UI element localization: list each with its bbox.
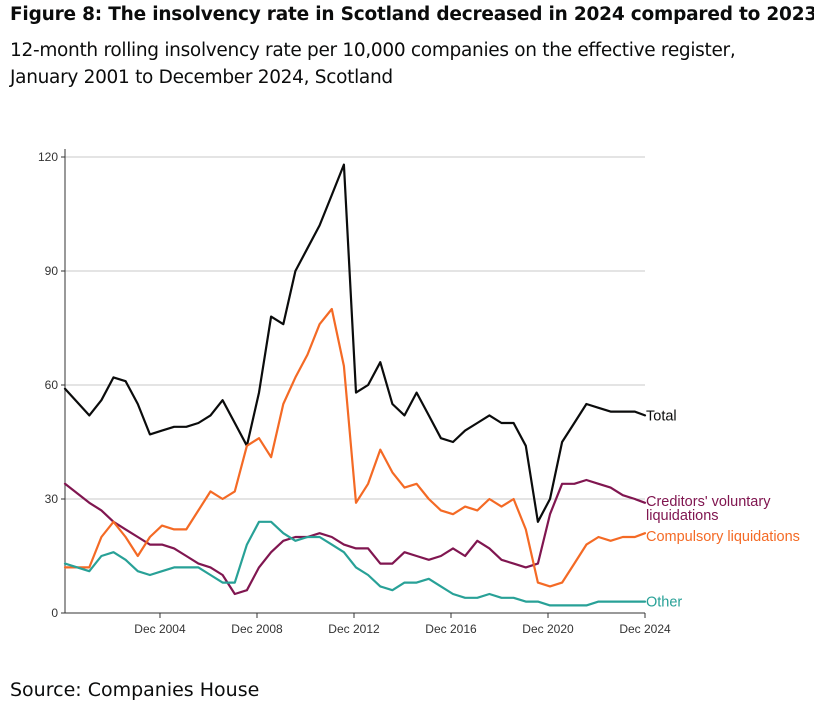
end-label-1: Creditors' voluntary liquidations [646,494,771,524]
y-tick-label: 120 [38,150,58,164]
y-tick-label: 0 [51,606,58,620]
series-line-other [63,520,647,607]
x-tick-label: Dec 2012 [328,622,380,636]
end-label-2: Compulsory liquidations [646,529,800,545]
x-axis: Dec 2004 Dec 2008 Dec 2012 Dec 2016 Dec 2020… [65,612,671,636]
y-tick-label: 60 [45,378,59,392]
series-end-labels: Total Creditors' voluntary liquidations Com… [646,408,800,610]
y-tick-label: 90 [45,264,59,278]
end-label-3: Other [646,595,682,611]
x-tick-label: Dec 2004 [134,622,186,636]
series-lines [63,163,647,607]
gridlines [65,156,645,500]
x-tick-label: Dec 2008 [231,622,283,636]
source-note: Source: Companies House [10,679,260,701]
figure-title: Figure 8: The insolvency rate in Scotlan… [10,4,814,25]
y-axis: 0 30 60 90 120 [38,149,66,620]
figure-subtitle: 12-month rolling insolvency rate per 10,… [10,40,736,88]
series-line-compulsory-liquidations [63,307,647,588]
series-line-creditors-voluntary-liquidations [63,478,647,596]
x-tick-label: Dec 2016 [425,622,477,636]
x-tick-label: Dec 2020 [522,622,574,636]
y-tick-label: 30 [45,492,59,506]
x-tick-label: Dec 2024 [619,622,671,636]
end-label-0: Total [646,408,677,424]
series-line-total [63,163,647,523]
